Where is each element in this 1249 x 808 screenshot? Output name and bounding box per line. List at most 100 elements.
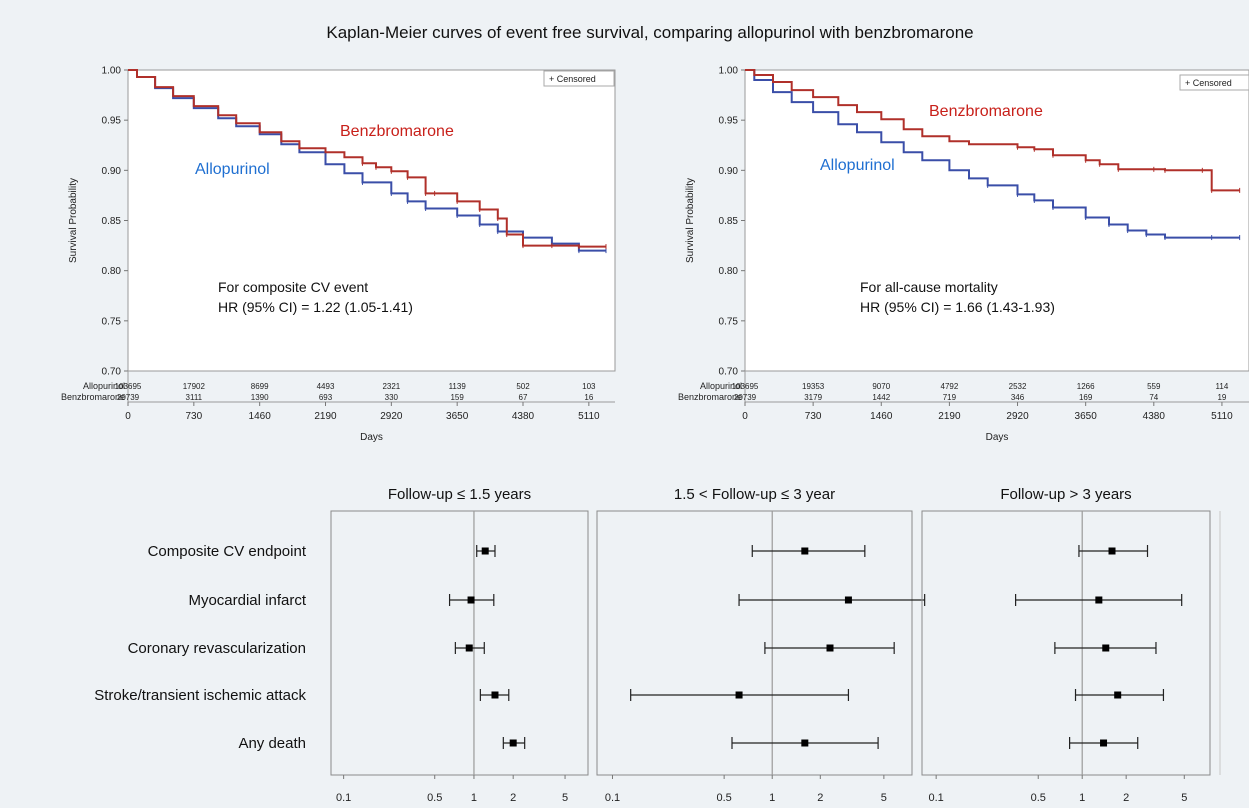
km2-x-tick-label: 2920 xyxy=(1006,411,1029,422)
km-chart-all-cause-mortality: 0.70 0.75 0.80 0.85 0.90 0.95 1.00 Survival Pro… xyxy=(678,66,1249,443)
km1-y-tick-label: 0.90 xyxy=(102,166,122,177)
forest-panel2-x-tick-label: 0.1 xyxy=(605,792,620,804)
km1-y-tick-label: 0.80 xyxy=(102,266,122,277)
km1-x-tick-label: 3650 xyxy=(446,411,469,422)
km1-x-tick-label: 2190 xyxy=(314,411,337,422)
km1-x-tick-label: 1460 xyxy=(249,411,272,422)
forest-panel3-point-estimate xyxy=(1095,596,1103,604)
figure-title: Kaplan-Meier curves of event free surviv… xyxy=(326,23,973,42)
km1-risk-allopurinol-value: 17902 xyxy=(183,382,206,391)
km2-x-tick-label: 1460 xyxy=(870,411,893,422)
km2-risk-allopurinol-value: 114 xyxy=(1216,382,1229,391)
forest-panel1-point-estimate xyxy=(467,596,475,604)
km2-risk-benzbromarone-value: 719 xyxy=(943,393,957,402)
forest-panel3-x-tick-label: 0.1 xyxy=(929,792,944,804)
km2-y-tick-label: 0.70 xyxy=(719,367,739,378)
km1-annotation-endpoint: For composite CV event xyxy=(218,279,368,295)
km1-risk-allopurinol-value: 502 xyxy=(516,382,530,391)
km1-y-tick-label: 0.95 xyxy=(102,116,122,127)
forest-panel1-x-tick-label: 2 xyxy=(510,792,516,804)
km1-risk-label-allopurinol: Allopurinol xyxy=(83,381,125,391)
forest-panel1-point-estimate xyxy=(481,547,489,555)
forest-panel3-x-tick-label: 1 xyxy=(1079,792,1085,804)
forest-row-label: Myocardial infarct xyxy=(188,592,306,609)
forest-panel3-point-estimate xyxy=(1102,644,1110,652)
km1-x-tick-label: 2920 xyxy=(380,411,403,422)
forest-row-label: Any death xyxy=(238,735,306,752)
km2-curve-benzbromarone xyxy=(745,69,1240,192)
forest-panel3-x-tick-label: 2 xyxy=(1123,792,1129,804)
km1-risk-benzbromarone-value: 159 xyxy=(450,393,464,402)
km1-risk-benzbromarone-value: 67 xyxy=(519,393,528,402)
forest-plot: Composite CV endpoint Myocardial infarct C… xyxy=(94,486,1221,804)
km2-risk-allopurinol-value: 2532 xyxy=(1009,382,1027,391)
km2-risk-benzbromarone-value: 74 xyxy=(1149,393,1158,402)
km1-curve-benzbromarone xyxy=(128,69,606,248)
km1-series-label-benzbromarone: Benzbromarone xyxy=(340,123,454,140)
forest-panel1-title: Follow-up ≤ 1.5 years xyxy=(388,486,531,503)
forest-panel1-frame xyxy=(330,510,589,776)
km2-y-tick-label: 0.80 xyxy=(719,266,739,277)
km2-legend-box xyxy=(1179,74,1249,91)
km1-y-axis-label: Survival Probability xyxy=(68,178,79,263)
forest-panel1-point-estimate xyxy=(509,739,517,747)
forest-row-label: Coronary revascularization xyxy=(128,640,306,657)
km2-legend-censored: + Censored xyxy=(1185,78,1232,88)
forest-panel2-x-tick-label: 5 xyxy=(881,792,887,804)
km2-y-tick-label: 0.90 xyxy=(719,166,739,177)
km2-x-tick-label: 0 xyxy=(742,411,748,422)
km2-curve-allopurinol xyxy=(745,69,1240,239)
forest-panel3-title: Follow-up > 3 years xyxy=(1000,486,1131,503)
km1-x-tick-label: 5110 xyxy=(578,411,600,422)
km1-risk-benzbromarone-value: 20739 xyxy=(117,393,140,402)
km1-y-tick-label: 0.70 xyxy=(102,367,122,378)
km1-risk-allopurinol-value: 4493 xyxy=(317,382,335,391)
forest-panel2-x-tick-label: 2 xyxy=(817,792,823,804)
km1-x-tick-label: 0 xyxy=(125,411,131,422)
km1-y-tick-label: 0.75 xyxy=(102,316,122,327)
km2-risk-allopurinol-value: 103695 xyxy=(732,382,759,391)
forest-panel2-x-tick-label: 0.5 xyxy=(716,792,731,804)
km2-y-axis-label: Survival Probability xyxy=(685,178,696,263)
forest-panel3-frame xyxy=(921,510,1211,776)
km1-plot-area xyxy=(127,69,616,372)
km2-risk-benzbromarone-value: 346 xyxy=(1011,393,1025,402)
forest-panel2-point-estimate xyxy=(844,596,852,604)
km2-y-tick-label: 0.95 xyxy=(719,116,739,127)
km2-risk-benzbromarone-value: 3179 xyxy=(804,393,822,402)
km1-series-label-allopurinol: Allopurinol xyxy=(195,161,270,178)
km1-risk-benzbromarone-value: 3111 xyxy=(186,393,203,402)
km2-x-tick-label: 3650 xyxy=(1075,411,1098,422)
forest-panel3-x-tick-label: 5 xyxy=(1181,792,1187,804)
forest-panel1-x-tick-label: 0.1 xyxy=(336,792,351,804)
km2-risk-label-benzbromarone: Benzbromarone xyxy=(678,392,742,402)
km1-risk-allopurinol-value: 2321 xyxy=(382,382,400,391)
km2-series-label-benzbromarone: Benzbromarone xyxy=(929,103,1043,120)
km1-risk-allopurinol-value: 1139 xyxy=(449,382,467,391)
km2-risk-allopurinol-value: 559 xyxy=(1147,382,1161,391)
km1-legend-censored: + Censored xyxy=(549,74,596,84)
km2-risk-benzbromarone-value: 1442 xyxy=(872,393,890,402)
km2-series-label-allopurinol: Allopurinol xyxy=(820,157,895,174)
forest-row-label: Stroke/transient ischemic attack xyxy=(94,687,306,704)
forest-panel3-point-estimate xyxy=(1100,739,1108,747)
km1-risk-allopurinol-value: 103695 xyxy=(115,382,142,391)
km2-risk-allopurinol-value: 4792 xyxy=(941,382,959,391)
forest-panel1-x-tick-label: 5 xyxy=(562,792,568,804)
km2-y-tick-label: 0.85 xyxy=(719,216,739,227)
km2-x-tick-label: 5110 xyxy=(1211,411,1233,422)
km1-risk-benzbromarone-value: 330 xyxy=(385,393,399,402)
km2-x-axis-label: Days xyxy=(986,432,1009,443)
km2-risk-benzbromarone-value: 169 xyxy=(1079,393,1093,402)
forest-panel2-x-tick-label: 1 xyxy=(769,792,775,804)
forest-panel2-point-estimate xyxy=(735,691,743,699)
km1-risk-benzbromarone-value: 16 xyxy=(584,393,593,402)
km2-annotation-hr: HR (95% CI) = 1.66 (1.43-1.93) xyxy=(860,299,1055,315)
km2-risk-allopurinol-value: 9070 xyxy=(872,382,890,391)
km1-x-axis-label: Days xyxy=(360,432,383,443)
km1-risk-benzbromarone-value: 1390 xyxy=(251,393,269,402)
forest-panel3-x-tick-label: 0.5 xyxy=(1031,792,1046,804)
forest-panel3-point-estimate xyxy=(1108,547,1116,555)
km1-annotation-hr: HR (95% CI) = 1.22 (1.05-1.41) xyxy=(218,299,413,315)
